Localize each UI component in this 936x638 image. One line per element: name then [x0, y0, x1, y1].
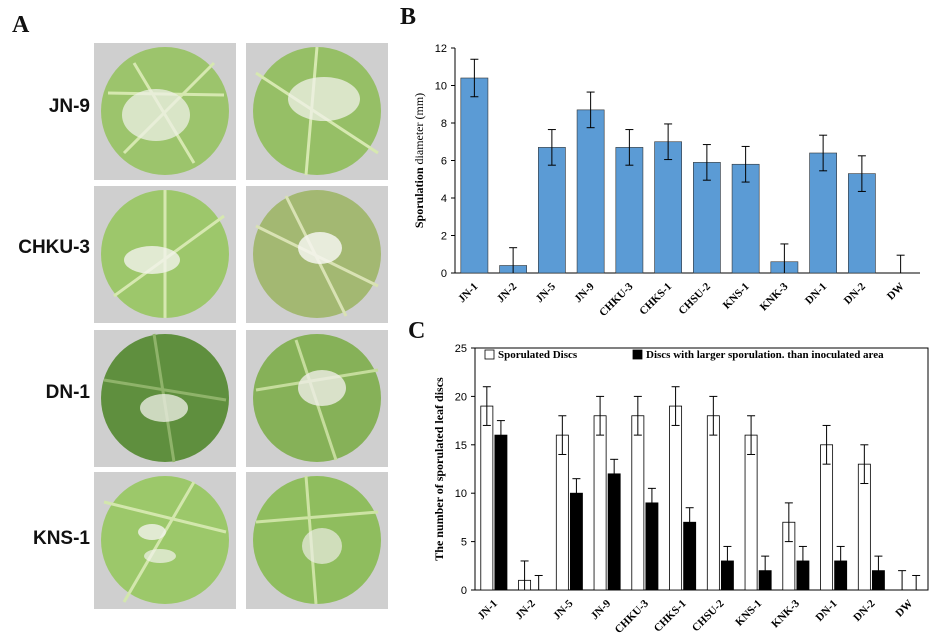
leaf-photo-2a	[94, 186, 236, 323]
x-tick-label: CHKU-3	[597, 280, 636, 318]
bar-sporulated	[820, 444, 834, 591]
y-axis-label: Sporulation diameter (mm)	[412, 93, 426, 228]
bar-sporulated	[555, 434, 569, 591]
leaf-row-label-2: CHKU-3	[18, 237, 90, 258]
y-tick-label: 8	[441, 118, 447, 130]
leaf-photo-3a	[94, 330, 236, 467]
chart-b-sporulation-diameter: 0 2 4 6 8 10 12 JN-1 JN-2 JN-5 JN-9 CHKU-3 CHKS-1 CHS…	[412, 43, 920, 318]
legend-label-sporulated: Sporulated Discs	[498, 349, 578, 361]
bar-sporulated	[706, 415, 720, 591]
panel-letter-b: B	[400, 4, 417, 30]
x-tick-label: CHKU-3	[613, 597, 652, 636]
y-tick-label: 4	[441, 193, 447, 205]
x-tick-label: DW	[893, 598, 915, 620]
x-tick-label: CHSU-2	[676, 280, 713, 317]
bar	[538, 147, 566, 274]
leaf-photo-3b	[246, 330, 388, 467]
y-tick-label: 12	[435, 43, 447, 55]
bar	[615, 147, 644, 274]
bar-sporulated	[593, 415, 607, 591]
leaf-photo-1a	[94, 43, 236, 180]
y-axis-label-rest: diameter (mm)	[412, 93, 426, 168]
x-tick-label: JN-5	[534, 280, 559, 305]
leaf-photo-1b	[246, 43, 388, 180]
y-axis-label-bold: Sporulation	[412, 167, 426, 228]
bar-sporulated	[480, 405, 494, 591]
x-tick-label: JN-1	[456, 281, 480, 305]
panel-letter-c: C	[408, 318, 426, 344]
chart-c-sporulated-discs: 0 5 10 15 20 25 JN-1 JN-2 JN-5 JN-9 CHKU-3 CHKS-1 CH…	[432, 343, 929, 636]
y-tick-label: 5	[461, 537, 467, 549]
bar-larger-sporulation	[494, 434, 508, 591]
x-tick-label: CHKS-1	[652, 598, 689, 635]
y-tick-label: 0	[441, 268, 447, 280]
x-tick-label: DN-2	[842, 280, 869, 307]
x-tick-label: JN-5	[551, 597, 576, 622]
x-tick-label: CHKS-1	[637, 281, 674, 318]
plot-frame	[474, 347, 929, 591]
y-tick-label: 2	[441, 231, 447, 243]
y-tick-label: 6	[441, 156, 447, 168]
leaf-row-label-1: JN-9	[48, 96, 90, 117]
legend-swatch-sporulated	[484, 349, 495, 360]
x-tick-label: KNS-1	[733, 598, 764, 629]
bar-larger-sporulation	[607, 473, 621, 591]
leaf-photo-2b	[246, 186, 388, 323]
x-tick-label: JN-9	[572, 280, 597, 305]
y-tick-label: 25	[455, 343, 467, 355]
x-tick-label: DW	[885, 281, 907, 303]
bar-sporulated	[669, 405, 683, 591]
bar	[654, 141, 682, 274]
legend-swatch-larger	[632, 349, 643, 360]
x-tick-label: JN-1	[476, 598, 500, 622]
y-tick-label: 0	[461, 585, 467, 597]
leaf-photo-4b	[246, 472, 388, 609]
panel-letter-a: A	[12, 12, 30, 38]
x-tick-label: KNK-3	[769, 597, 802, 630]
x-tick-label: DN-1	[814, 598, 840, 624]
x-tick-label: CHSU-2	[690, 597, 727, 634]
leaf-row-label-4: KNS-1	[32, 528, 90, 549]
bar-sporulated	[631, 415, 645, 591]
x-tick-label: JN-2	[495, 280, 520, 305]
y-tick-label: 10	[455, 488, 467, 500]
bar	[693, 162, 721, 274]
x-tick-label: JN-2	[513, 597, 538, 622]
leaf-row-label-3: DN-1	[45, 382, 90, 403]
leaf-photo-4a	[94, 472, 236, 609]
y-tick-label: 15	[455, 440, 467, 452]
bar	[460, 77, 489, 274]
x-tick-label: KNK-3	[758, 280, 791, 313]
y-axis-label: The number of sporulated leaf discs	[432, 377, 446, 561]
x-tick-label: KNS-1	[721, 281, 752, 312]
bar-sporulated	[744, 434, 758, 591]
x-tick-label: DN-1	[803, 281, 829, 307]
y-tick-label: 10	[435, 81, 447, 93]
x-tick-label: JN-9	[589, 597, 614, 622]
y-tick-label: 20	[455, 391, 467, 403]
legend-label-larger: Discs with larger sporulation. than inoc…	[646, 349, 884, 361]
x-tick-label: DN-2	[851, 597, 878, 624]
bar	[576, 109, 605, 274]
